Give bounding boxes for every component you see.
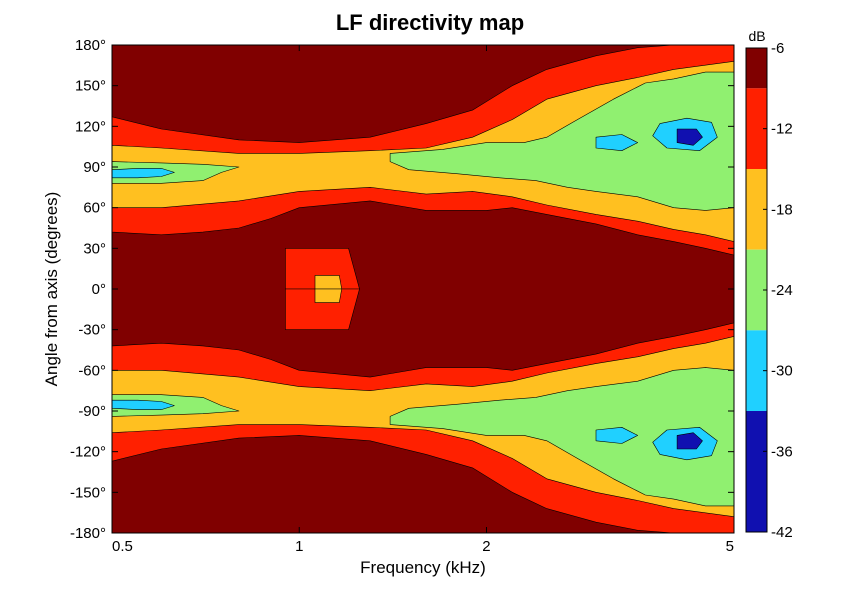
colorbar-swatch-3 <box>746 249 767 331</box>
colorbar-tick-label: -36 <box>771 443 793 460</box>
colorbar-tick-label: -12 <box>771 121 793 138</box>
colorbar-swatch-2 <box>746 169 767 250</box>
colorbar-label: dB <box>748 28 765 44</box>
y-tick-label: 0° <box>92 281 106 298</box>
y-tick-label: 30° <box>83 240 106 257</box>
x-axis: 0.5 1 2 5 <box>111 45 735 555</box>
contour-band-lower-7 <box>676 432 703 450</box>
contour-band-lower-4 <box>112 399 175 410</box>
y-tick-label: 180° <box>75 37 106 54</box>
contour-band-upper-9 <box>314 275 343 290</box>
x-tick-label: 1 <box>295 538 303 555</box>
contour-band-upper-7 <box>676 128 703 146</box>
y-tick-label: 90° <box>83 159 106 176</box>
x-tick-label: 0.5 <box>112 538 133 555</box>
colorbar: -6 -12 -18 -24 -30 -36 -42 <box>745 40 793 541</box>
contour-band-upper-2 <box>112 161 240 184</box>
contour-band-lower-3 <box>389 367 734 507</box>
x-tick-label: 5 <box>726 538 734 555</box>
contour-band-upper-4 <box>112 168 175 179</box>
contour-band-lower-9 <box>314 288 343 303</box>
contour-band-upper-3 <box>389 71 734 211</box>
y-tick-label: -120° <box>70 444 106 461</box>
contour-band-upper-6 <box>595 134 639 151</box>
y-tick-label: 150° <box>75 78 106 95</box>
y-tick-label: -30° <box>78 322 106 339</box>
colorbar-swatch-1 <box>746 88 767 169</box>
colorbar-tick-label: -6 <box>771 40 784 57</box>
y-axis: 180° 150° 120° 90° 60° 30° 0° -30° -60° -90° -120°… <box>70 37 734 542</box>
colorbar-swatch-0 <box>746 48 767 89</box>
colorbar-tick-label: -18 <box>771 201 793 218</box>
y-tick-label: 120° <box>75 118 106 135</box>
y-axis-label: Angle from axis (degrees) <box>42 192 61 387</box>
contour-band-lower-2 <box>112 394 240 417</box>
colorbar-swatch-5 <box>746 411 767 532</box>
colorbar-tick-label: -24 <box>771 282 793 299</box>
y-tick-label: -90° <box>78 403 106 420</box>
x-tick-label: 2 <box>482 538 490 555</box>
contour-band-lower-8 <box>285 288 360 331</box>
plot-area <box>112 45 734 533</box>
y-tick-label: 60° <box>83 200 106 217</box>
y-tick-label: -180° <box>70 525 106 542</box>
contour-band-lower-6 <box>595 426 639 444</box>
y-tick-label: -150° <box>70 484 106 501</box>
x-axis-label: Frequency (kHz) <box>360 558 486 577</box>
colorbar-tick-label: -42 <box>771 524 793 541</box>
colorbar-swatch-4 <box>746 330 767 411</box>
colorbar-tick-label: -30 <box>771 363 793 380</box>
chart-title: LF directivity map <box>336 10 524 35</box>
y-tick-label: -60° <box>78 362 106 379</box>
